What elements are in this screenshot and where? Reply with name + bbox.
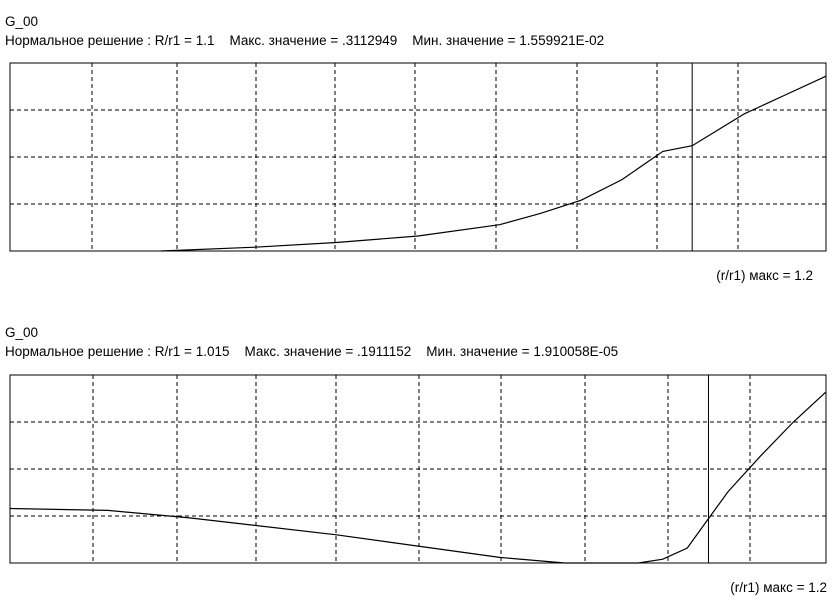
chart-1-footer: (r/r1) макс = 1.2: [716, 268, 813, 283]
chart-2-footer: (r/r1) макс = 1.2: [730, 580, 827, 595]
chart-2-plot: [9, 374, 827, 564]
chart-1-title: G_00: [5, 14, 39, 29]
chart-2-subtitle: Нормальное решение : R/r1 = 1.015 Макс. …: [5, 344, 619, 359]
chart-2-series-line-0: [9, 391, 827, 564]
chart-1-plot: [9, 62, 827, 252]
chart-2-title: G_00: [5, 325, 39, 340]
chart-1-subtitle: Нормальное решение : R/r1 = 1.1 Макс. зн…: [5, 33, 605, 48]
chart-1-series-line-0: [160, 75, 827, 252]
